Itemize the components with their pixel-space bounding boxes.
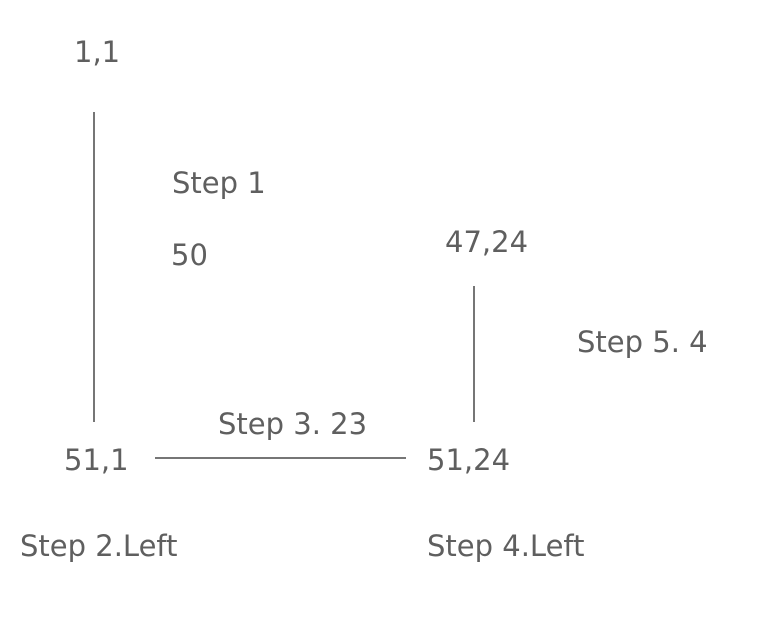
point-end-label: 47,24 (445, 225, 529, 259)
step3-label: Step 3. 23 (218, 407, 368, 441)
step2-label: Step 2.Left (20, 529, 178, 563)
step3-horizontal-line (155, 457, 406, 459)
step1-value: 50 (171, 238, 208, 272)
point-corner-right-label: 51,24 (427, 443, 511, 477)
step1-vertical-line (93, 112, 95, 422)
step1-label: Step 1 (172, 166, 266, 200)
step4-label: Step 4.Left (427, 529, 585, 563)
step5-vertical-line (473, 286, 475, 422)
step5-label: Step 5. 4 (577, 325, 708, 359)
point-corner-left-label: 51,1 (64, 443, 129, 477)
point-start-label: 1,1 (74, 35, 121, 69)
